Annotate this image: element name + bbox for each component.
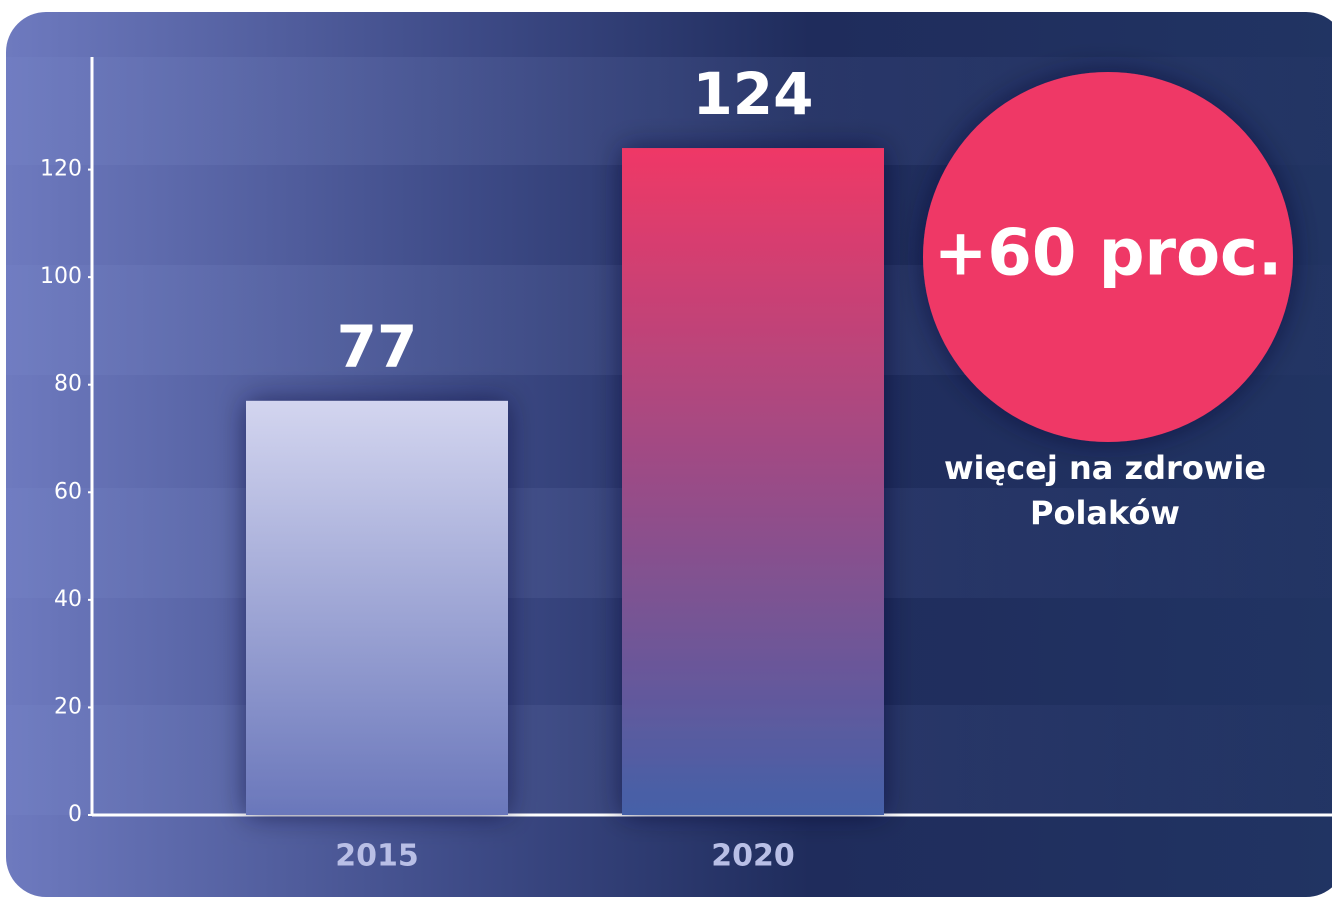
y-tick-label: 80 [54,372,82,397]
y-tick-label: 20 [54,694,82,719]
badge-headline: +60 proc. [934,217,1283,291]
annotation-text: więcej na zdrowie [944,449,1266,487]
y-tick-label: 60 [54,479,82,504]
bar [622,148,884,816]
x-tick-label: 2015 [335,839,419,874]
y-tick-label: 100 [40,264,82,289]
annotation-text: Polaków [1030,494,1180,532]
y-tick-label: 120 [40,157,82,182]
y-tick-label: 0 [68,802,82,827]
badge [923,72,1293,442]
data-label: 77 [337,313,418,381]
bar [246,400,508,815]
x-tick-label: 2020 [711,839,795,874]
data-label: 124 [692,60,813,128]
y-tick-label: 40 [54,587,82,612]
